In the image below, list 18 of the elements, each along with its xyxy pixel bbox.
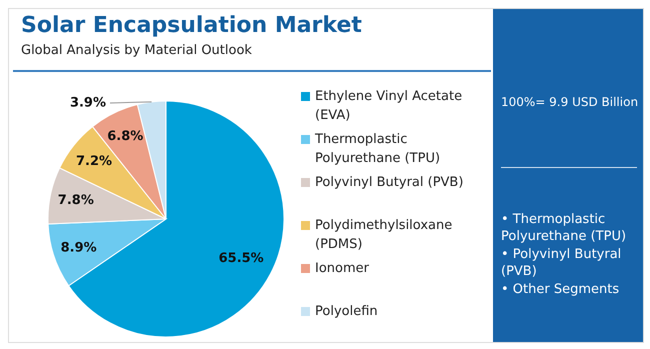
legend-label: Thermoplastic Polyurethane (TPU) — [315, 131, 442, 168]
legend-label: Polyvinyl Butyral (PVB) — [315, 174, 464, 192]
legend-label: Ionomer — [315, 260, 369, 278]
chart-title: Solar Encapsulation Market — [21, 13, 362, 38]
data-label: 8.9% — [60, 240, 97, 256]
text: • Thermoplastic Polyurethane (TPU) — [501, 211, 628, 245]
data-label: 65.5% — [218, 251, 264, 266]
text: • Other Segments — [501, 281, 620, 298]
legend-label: Ethylene Vinyl Acetate (EVA) — [315, 88, 464, 125]
legend-label: Polyolefin — [315, 303, 378, 321]
data-label: 7.8% — [58, 192, 94, 208]
text: 100%= 9.9 USD Billion — [501, 95, 640, 109]
text: • Polyvinyl Butyral (PVB) — [501, 246, 622, 280]
legend-label: Polydimethylsiloxane (PDMS) — [315, 217, 454, 254]
chart-subtitle: Global Analysis by Material Outlook — [21, 43, 252, 58]
data-label: 7.2% — [76, 154, 112, 170]
data-label: 6.8% — [107, 128, 144, 144]
data-label: 3.9% — [70, 96, 106, 110]
